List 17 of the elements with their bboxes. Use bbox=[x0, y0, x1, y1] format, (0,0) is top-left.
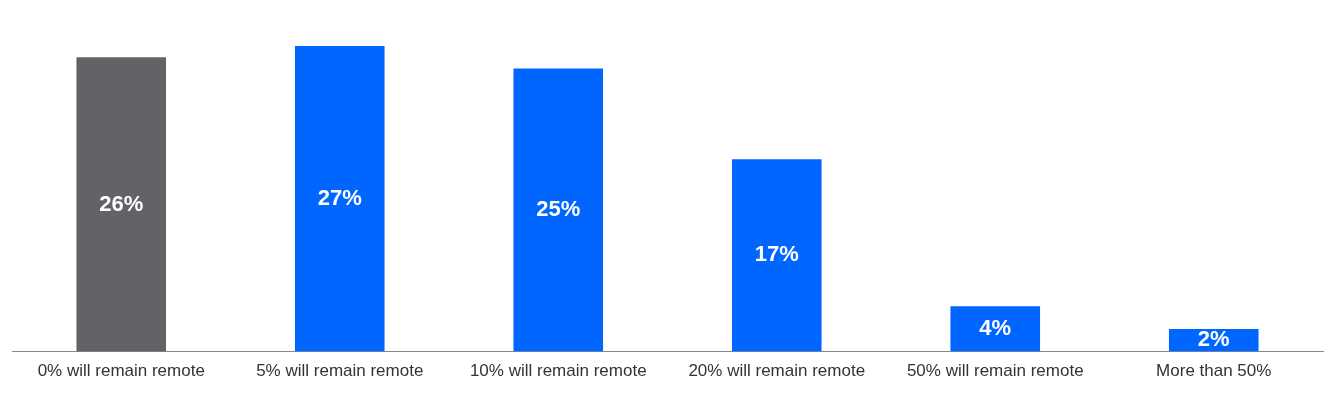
data-label: 25% bbox=[536, 196, 581, 222]
data-label: 26% bbox=[99, 190, 144, 216]
x-tick-label: 0% will remain remote bbox=[37, 361, 205, 381]
x-tick-label: More than 50% bbox=[1156, 361, 1272, 381]
data-label: 4% bbox=[979, 315, 1012, 341]
bar bbox=[294, 45, 385, 352]
bar bbox=[76, 57, 167, 352]
data-label: 27% bbox=[317, 184, 362, 210]
data-label: 17% bbox=[754, 241, 799, 267]
data-label: 2% bbox=[1197, 326, 1230, 352]
bar bbox=[731, 159, 822, 352]
x-tick-label: 20% will remain remote bbox=[688, 361, 866, 381]
x-tick-label: 5% will remain remote bbox=[256, 361, 424, 381]
x-tick-label: 10% will remain remote bbox=[469, 361, 647, 381]
bar bbox=[950, 306, 1041, 352]
x-tick-label: 50% will remain remote bbox=[906, 361, 1084, 381]
bar bbox=[513, 68, 604, 352]
